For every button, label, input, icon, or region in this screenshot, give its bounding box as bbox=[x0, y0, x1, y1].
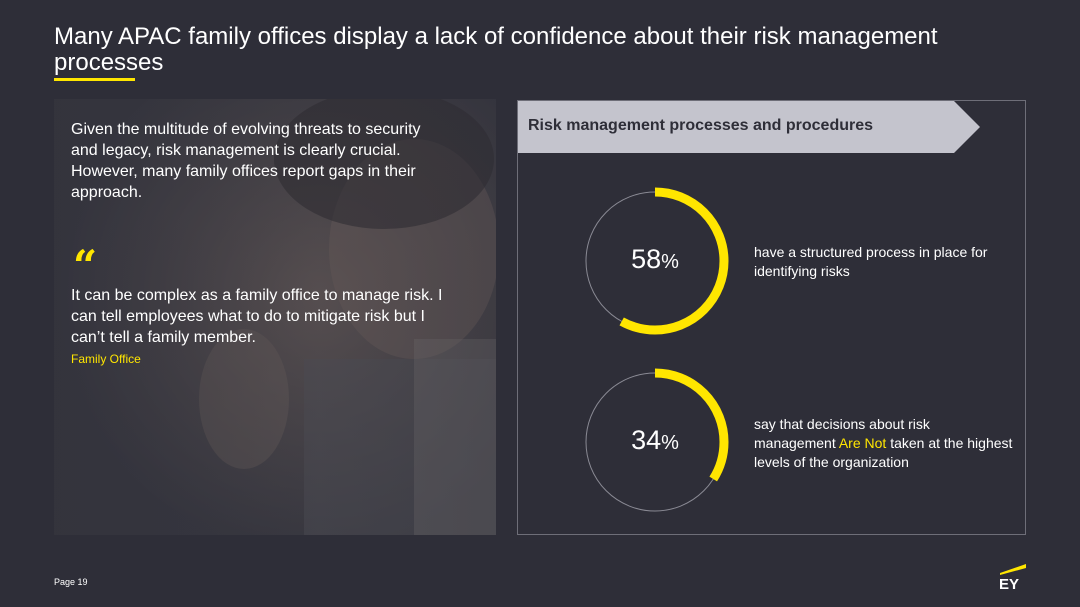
quote-panel: Given the multitude of evolving threats … bbox=[54, 99, 496, 535]
quote-icon: “ bbox=[73, 241, 98, 290]
progress-ring bbox=[581, 368, 729, 516]
panel-heading: Risk management processes and procedures bbox=[528, 117, 874, 134]
stat-number: 34 bbox=[631, 425, 662, 455]
stat-text-before: say that decisions about risk management bbox=[754, 416, 930, 451]
intro-text: Given the multitude of evolving threats … bbox=[71, 121, 421, 201]
stat-value: 58% bbox=[580, 244, 730, 277]
ey-logo: EY bbox=[999, 564, 1026, 590]
title-underline bbox=[54, 78, 135, 81]
header-bar bbox=[518, 101, 980, 153]
svg-text:EY: EY bbox=[999, 576, 1019, 590]
stat-number: 58 bbox=[631, 244, 662, 274]
percent-sign: % bbox=[661, 251, 679, 273]
stat-text-highlight: Are Not bbox=[838, 435, 887, 451]
stat-description: say that decisions about risk management… bbox=[754, 415, 1014, 472]
quote-text: It can be complex as a family office to … bbox=[71, 287, 443, 346]
progress-ring bbox=[581, 187, 729, 335]
page-title: Many APAC family offices display a lack … bbox=[54, 23, 938, 76]
quote-attribution: Family Office bbox=[71, 352, 141, 366]
stat-description: have a structured process in place for i… bbox=[754, 244, 988, 279]
page-number: Page 19 bbox=[54, 577, 88, 587]
stat-value: 34% bbox=[580, 425, 730, 458]
photo-overlay bbox=[54, 99, 496, 535]
stat-structured-process: 58% have a structured process in place f… bbox=[518, 186, 1025, 336]
stat-text-after: taken at the highest levels of the organ… bbox=[754, 435, 1013, 470]
percent-sign: % bbox=[661, 432, 679, 454]
stats-panel: Risk management processes and procedures… bbox=[517, 100, 1026, 535]
stat-decisions: 34% say that decisions about risk manage… bbox=[518, 367, 1025, 517]
